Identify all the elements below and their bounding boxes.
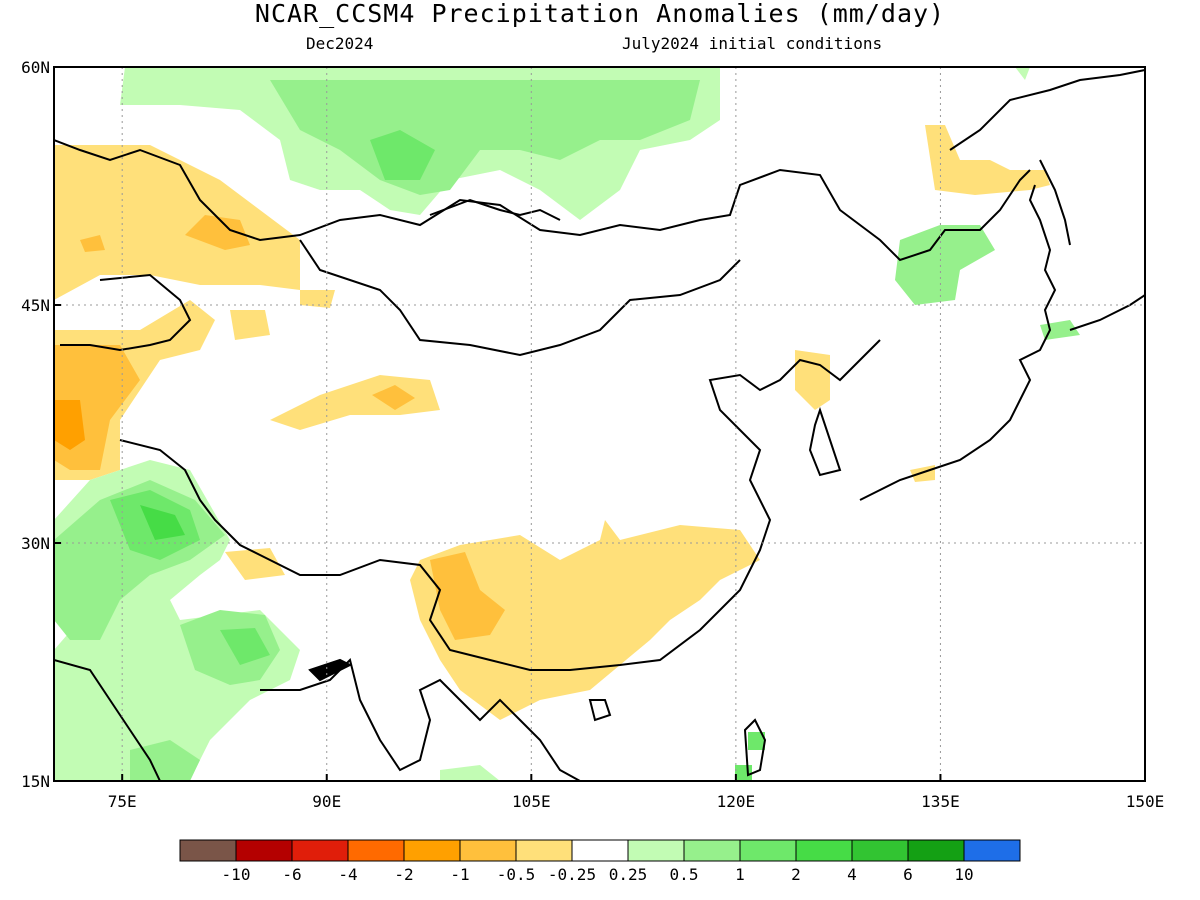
west-siberia-dry-core <box>80 215 250 252</box>
map-frame <box>53 66 1146 782</box>
axis-ticks: 75E 90E 105E 120E 135E 150E 60N 45N 30N 15N <box>21 58 1164 811</box>
colorbar-label: -6 <box>282 865 301 884</box>
central-asia-orange <box>54 400 85 450</box>
baikal-wet <box>270 80 700 195</box>
colorbar-label: -2 <box>394 865 413 884</box>
yunnan-dry-core <box>430 552 505 640</box>
colorbar-swatch <box>347 839 405 862</box>
colorbar-label: -0.25 <box>548 865 596 884</box>
colorbar-label: 0.5 <box>670 865 699 884</box>
anomaly-shading <box>54 67 1080 781</box>
colorbar-label: 1 <box>735 865 745 884</box>
y-tick-label: 60N <box>21 58 50 77</box>
taiwan-wet <box>735 732 765 781</box>
colorbar: -10 -6 -4 -2 -1 -0.5 -0.25 0.25 0.5 1 2 4 6 10 <box>179 839 1021 884</box>
siberia-small-dry <box>230 290 335 340</box>
colorbar-swatch <box>291 839 349 862</box>
y-tick-label: 15N <box>21 772 50 791</box>
x-tick-label: 135E <box>921 792 960 811</box>
colorbar-label: 4 <box>847 865 857 884</box>
manchuria-wet <box>895 225 995 305</box>
hokkaido-wet <box>1040 320 1080 340</box>
west-siberia-dry-region <box>54 145 300 300</box>
colorbar-swatch <box>907 839 965 862</box>
x-tick-label: 105E <box>512 792 551 811</box>
colorbar-label: -4 <box>338 865 357 884</box>
colorbar-swatch <box>683 839 741 862</box>
colorbar-label: 0.25 <box>609 865 648 884</box>
colorbar-swatch <box>459 839 517 862</box>
colorbar-label: 6 <box>903 865 913 884</box>
colorbar-swatch <box>851 839 909 862</box>
valid-month-label: Dec2024 <box>306 34 374 53</box>
colorbar-label: -0.5 <box>497 865 536 884</box>
colorbar-swatch <box>963 839 1021 862</box>
okhotsk-dry <box>925 125 1050 195</box>
y-tick-label: 45N <box>21 296 50 315</box>
colorbar-swatch <box>627 839 685 862</box>
colorbar-swatch <box>179 839 237 862</box>
colorbar-swatch <box>795 839 853 862</box>
colorbar-swatch <box>235 839 293 862</box>
colorbar-swatch <box>571 839 629 862</box>
chart-title: NCAR_CCSM4 Precipitation Anomalies (mm/d… <box>254 0 946 28</box>
colorbar-label: -10 <box>222 865 251 884</box>
x-tick-label: 120E <box>717 792 756 811</box>
colorbar-swatch <box>403 839 461 862</box>
himalaya-wet-peak <box>140 505 185 540</box>
tarim-dry-core <box>372 385 415 410</box>
map-grid <box>54 67 1145 781</box>
colorbar-swatch <box>739 839 797 862</box>
korea-dry <box>795 350 830 410</box>
dzungaria-wet <box>1015 67 1030 80</box>
south-china-dry-region <box>410 520 760 720</box>
x-tick-label: 90E <box>312 792 341 811</box>
india-wet-core <box>220 628 270 665</box>
tarim-dry <box>270 375 440 430</box>
coastlines <box>54 69 1145 781</box>
colorbar-swatch <box>515 839 573 862</box>
south-sea-wet <box>440 765 500 781</box>
nepal-dry <box>225 548 285 580</box>
x-tick-label: 150E <box>1126 792 1165 811</box>
y-tick-label: 30N <box>21 534 50 553</box>
colorbar-label: 2 <box>791 865 801 884</box>
baikal-wet-core <box>370 130 435 180</box>
colorbar-label: -1 <box>450 865 469 884</box>
x-tick-label: 75E <box>108 792 137 811</box>
colorbar-label: 10 <box>954 865 973 884</box>
initial-conditions-label: July2024 initial conditions <box>622 34 883 53</box>
